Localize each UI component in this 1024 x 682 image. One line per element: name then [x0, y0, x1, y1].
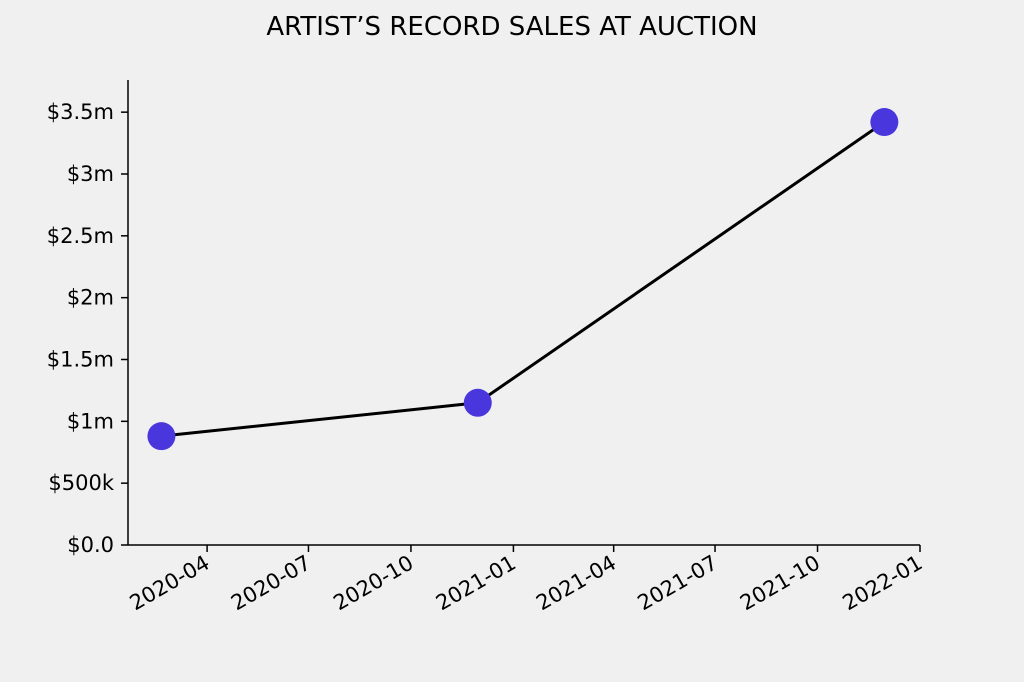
x-tick-label: 2020-07 [227, 551, 315, 616]
x-tick-label: 2022-01 [839, 551, 927, 616]
x-tick-label: 2021-07 [634, 551, 722, 616]
y-tick-label: $1.5m [47, 347, 114, 371]
data-point [147, 422, 176, 451]
y-tick-label: $500k [48, 471, 114, 495]
y-axis: $0.0 $500k $1m $1.5m $2m $2.5m $3m $3.5m [47, 80, 129, 557]
y-tick-label: $2m [67, 286, 114, 310]
y-tick-label: $1m [67, 409, 114, 433]
data-point [870, 108, 899, 137]
y-tick-label: $3.5m [47, 100, 114, 124]
data-point [463, 388, 492, 417]
y-tick-label: $3m [67, 162, 114, 186]
chart-title: ARTIST’S RECORD SALES AT AUCTION [266, 12, 757, 42]
x-tick-label: 2021-01 [432, 551, 520, 616]
x-axis: 2020-04 2020-07 2020-10 2021-01 2021-04 2021-… [126, 544, 927, 616]
plot-area [147, 108, 899, 451]
series-line [161, 120, 886, 438]
x-tick-label: 2021-10 [736, 551, 824, 616]
x-tick-label: 2020-10 [329, 551, 417, 616]
x-tick-label: 2020-04 [126, 551, 214, 616]
y-tick-label: $2.5m [47, 224, 114, 248]
y-tick-label: $0.0 [67, 533, 114, 557]
x-tick-label: 2021-04 [532, 551, 620, 616]
